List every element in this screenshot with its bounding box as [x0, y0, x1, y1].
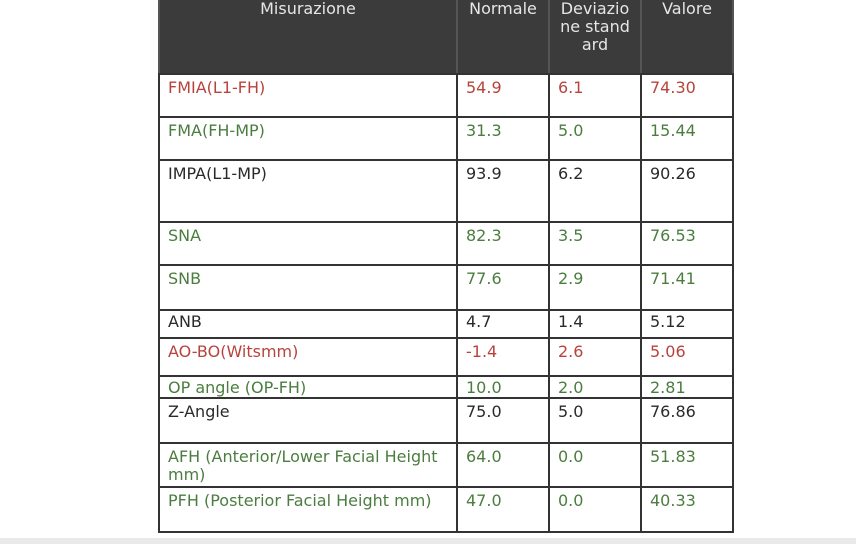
header-row: Misurazione Normale Deviazione standard Val…: [158, 0, 734, 75]
table-cell: 75.0: [458, 399, 550, 442]
table-cell: AFH (Anterior/Lower Facial Height mm): [158, 444, 458, 486]
table-row: AFH (Anterior/Lower Facial Height mm) 64.…: [158, 444, 734, 488]
table-cell: 77.6: [458, 266, 550, 309]
table-cell: 10.0: [458, 377, 550, 397]
table-row: FMA(FH-MP) 31.3 5.0 15.44: [158, 118, 734, 161]
table-cell: 82.3: [458, 223, 550, 264]
table-cell: 2.6: [550, 339, 642, 375]
table-cell: 40.33: [642, 488, 734, 531]
table-cell: 76.53: [642, 223, 734, 264]
table-cell: 2.81: [642, 377, 734, 397]
table-cell: 51.83: [642, 444, 734, 486]
table-row: Z-Angle 75.0 5.0 76.86: [158, 399, 734, 444]
header-cell: Valore: [642, 0, 734, 73]
table-row: AO-BO(Witsmm) -1.4 2.6 5.06: [158, 339, 734, 377]
table-cell: Z-Angle: [158, 399, 458, 442]
table-cell: 74.30: [642, 75, 734, 116]
table-row: FMIA(L1-FH) 54.9 6.1 74.30: [158, 75, 734, 118]
table-cell: 47.0: [458, 488, 550, 531]
header-cell: Normale: [458, 0, 550, 73]
table-cell: 0.0: [550, 444, 642, 486]
table-cell: 6.2: [550, 161, 642, 221]
table-cell: 90.26: [642, 161, 734, 221]
table-cell: SNB: [158, 266, 458, 309]
table-cell: 93.9: [458, 161, 550, 221]
table-row: OP angle (OP-FH) 10.0 2.0 2.81: [158, 377, 734, 399]
table-cell: 71.41: [642, 266, 734, 309]
table-cell: 54.9: [458, 75, 550, 116]
table-cell: 5.12: [642, 311, 734, 337]
table-cell: FMIA(L1-FH): [158, 75, 458, 116]
table-cell: 1.4: [550, 311, 642, 337]
header-cell: Misurazione: [158, 0, 458, 73]
table-cell: SNA: [158, 223, 458, 264]
table-cell: 0.0: [550, 488, 642, 531]
table-cell: 5.0: [550, 399, 642, 442]
table-row: IMPA(L1-MP) 93.9 6.2 90.26: [158, 161, 734, 223]
table-cell: 5.0: [550, 118, 642, 159]
table-cell: FMA(FH-MP): [158, 118, 458, 159]
table-cell: OP angle (OP-FH): [158, 377, 458, 397]
table-row: SNA 82.3 3.5 76.53: [158, 223, 734, 266]
table-cell: 2.0: [550, 377, 642, 397]
table-cell: 3.5: [550, 223, 642, 264]
table-cell: 5.06: [642, 339, 734, 375]
table-cell: 4.7: [458, 311, 550, 337]
table-cell: PFH (Posterior Facial Height mm): [158, 488, 458, 531]
table: Misurazione Normale Deviazione standard Val…: [158, 0, 734, 533]
table-cell: 15.44: [642, 118, 734, 159]
table-cell: 64.0: [458, 444, 550, 486]
table-cell: AO-BO(Witsmm): [158, 339, 458, 375]
table-cell: ANB: [158, 311, 458, 337]
table-cell: 6.1: [550, 75, 642, 116]
table-cell: -1.4: [458, 339, 550, 375]
table-cell: 2.9: [550, 266, 642, 309]
table-cell: 31.3: [458, 118, 550, 159]
table-row: PFH (Posterior Facial Height mm) 47.0 0.0 4…: [158, 488, 734, 533]
table-cell: 76.86: [642, 399, 734, 442]
header-cell: Deviazione standard: [550, 0, 642, 73]
table-row: SNB 77.6 2.9 71.41: [158, 266, 734, 311]
bottom-bar: [0, 538, 856, 544]
table-row: ANB 4.7 1.4 5.12: [158, 311, 734, 339]
table-cell: IMPA(L1-MP): [158, 161, 458, 221]
